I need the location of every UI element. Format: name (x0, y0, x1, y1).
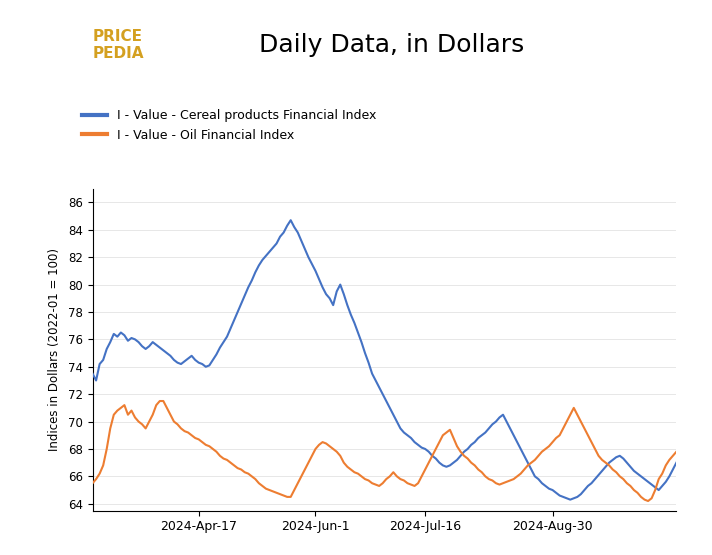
Y-axis label: Indices in Dollars (2022-01 = 100): Indices in Dollars (2022-01 = 100) (48, 248, 61, 451)
Text: Daily Data, in Dollars: Daily Data, in Dollars (259, 33, 524, 57)
Text: PRICE
PEDIA: PRICE PEDIA (93, 29, 144, 61)
Legend: I - Value - Cereal products Financial Index, I - Value - Oil Financial Index: I - Value - Cereal products Financial In… (78, 104, 382, 147)
